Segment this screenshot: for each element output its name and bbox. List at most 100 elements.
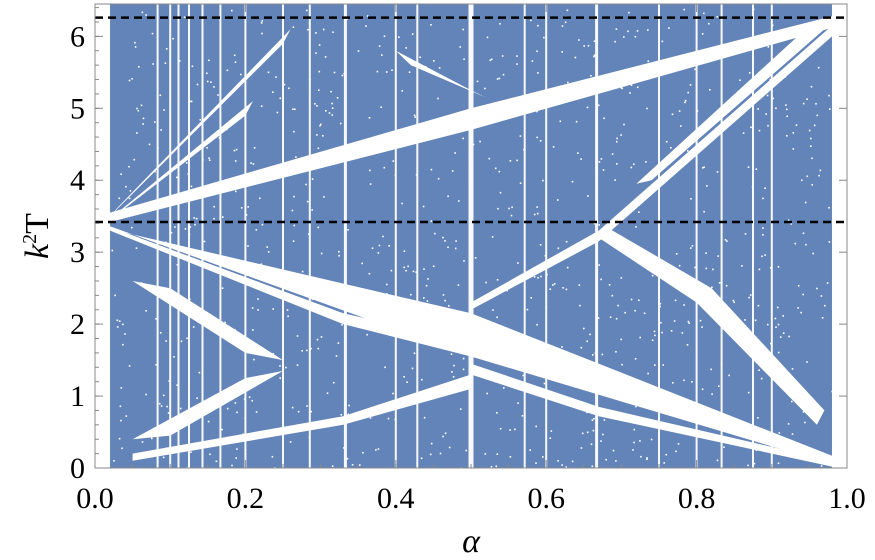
spectrum-dot bbox=[128, 197, 131, 200]
spectrum-dot bbox=[788, 335, 790, 338]
spectrum-dot bbox=[683, 8, 685, 11]
alpha-stripe-7 bbox=[282, 4, 284, 468]
spectrum-dot bbox=[458, 349, 460, 352]
spectrum-dot bbox=[392, 392, 394, 395]
spectrum-dot bbox=[279, 377, 281, 379]
spectrum-dot bbox=[318, 44, 321, 46]
spectrum-dot bbox=[496, 453, 499, 455]
spectrum-dot bbox=[503, 387, 505, 389]
spectrum-dot bbox=[470, 139, 473, 141]
spectrum-dot bbox=[716, 415, 719, 417]
spectrum-dot bbox=[624, 311, 626, 314]
spectrum-dot bbox=[511, 206, 513, 209]
spectrum-dot bbox=[792, 132, 795, 134]
spectrum-dot bbox=[138, 66, 140, 68]
spectrum-dot bbox=[135, 247, 138, 249]
spectrum-dot bbox=[158, 402, 161, 405]
spectrum-dot bbox=[401, 90, 403, 92]
gap-diag-d bbox=[471, 363, 832, 467]
spectrum-dot bbox=[543, 36, 545, 39]
alpha-stripe-4 bbox=[201, 4, 204, 468]
spectrum-dot bbox=[351, 464, 354, 466]
spectrum-dot bbox=[136, 107, 138, 110]
spectrum-dot bbox=[405, 47, 407, 49]
spectrum-dot bbox=[333, 71, 336, 74]
spectrum-dot bbox=[405, 269, 407, 272]
spectrum-dot bbox=[462, 368, 465, 371]
spectrum-dot bbox=[236, 448, 238, 450]
spectrum-dot bbox=[616, 140, 618, 143]
spectrum-dot bbox=[543, 348, 545, 351]
spectrum-dot bbox=[292, 108, 294, 110]
spectrum-dot bbox=[134, 41, 136, 44]
spectrum-dot bbox=[542, 179, 544, 182]
spectrum-dot bbox=[429, 453, 432, 456]
spectrum-dot bbox=[261, 20, 263, 22]
spectrum-dot bbox=[586, 431, 589, 434]
spectrum-dot bbox=[718, 282, 721, 284]
x-tick-label: 0.2 bbox=[227, 482, 265, 515]
spectrum-dot bbox=[433, 60, 435, 62]
spectrum-dot bbox=[245, 214, 248, 216]
spectrum-dot bbox=[128, 79, 131, 82]
spectrum-dot bbox=[791, 400, 793, 403]
spectrum-dot bbox=[514, 428, 516, 431]
spectrum-dot bbox=[213, 205, 215, 208]
alpha-stripe-3 bbox=[188, 4, 190, 468]
spectrum-dot bbox=[357, 289, 360, 291]
spectrum-dot bbox=[776, 359, 779, 362]
spectrum-dot bbox=[415, 174, 418, 176]
spectrum-dot bbox=[412, 270, 415, 273]
spectrum-dot bbox=[789, 395, 791, 397]
spectrum-dot bbox=[320, 336, 323, 338]
spectrum-dot bbox=[602, 433, 604, 436]
spectrum-dot bbox=[777, 351, 780, 354]
spectrum-dot bbox=[810, 85, 813, 88]
spectrum-dot bbox=[472, 143, 475, 146]
spectrum-dot bbox=[810, 145, 812, 147]
spectrum-dot bbox=[458, 200, 460, 202]
spectrum-dot bbox=[761, 255, 763, 258]
spectrum-dot bbox=[552, 284, 554, 286]
spectrum-dot bbox=[413, 114, 416, 117]
spectrum-dot bbox=[691, 245, 694, 247]
spectrum-dot bbox=[295, 156, 297, 158]
spectrum-dot bbox=[411, 367, 414, 370]
spectrum-dot bbox=[549, 437, 552, 439]
spectrum-dot bbox=[151, 32, 154, 35]
spectrum-dot bbox=[178, 60, 181, 62]
spectrum-dot bbox=[486, 392, 488, 395]
spectrum-dot bbox=[324, 56, 327, 58]
spectrum-dot bbox=[196, 397, 198, 399]
spectrum-dot bbox=[459, 408, 462, 410]
spectrum-dot bbox=[633, 163, 635, 166]
spectrum-dot bbox=[203, 240, 206, 243]
spectrum-dot bbox=[705, 267, 708, 270]
spectrum-dot bbox=[423, 297, 425, 299]
spectrum-dot bbox=[316, 134, 318, 136]
spectrum-dot bbox=[586, 106, 589, 109]
spectrum-dot bbox=[792, 386, 794, 388]
spectrum-dot bbox=[341, 324, 343, 326]
spectrum-dot bbox=[426, 300, 429, 302]
spectrum-dot bbox=[145, 310, 147, 312]
spectrum-dot bbox=[424, 65, 427, 68]
spectrum-dot bbox=[782, 332, 785, 334]
spectrum-dot bbox=[600, 278, 602, 281]
spectrum-dot bbox=[345, 466, 347, 468]
spectrum-dot bbox=[711, 286, 713, 289]
spectrum-dot bbox=[368, 117, 371, 119]
spectrum-dot bbox=[615, 416, 618, 419]
spectrum-dot bbox=[438, 67, 441, 69]
spectrum-dot bbox=[257, 298, 259, 300]
spectrum-dot bbox=[583, 45, 585, 47]
spectrum-dot bbox=[453, 364, 455, 367]
spectrum-dot bbox=[660, 321, 662, 324]
spectrum-dot bbox=[630, 298, 633, 301]
spectrum-dot bbox=[163, 109, 165, 111]
spectrum-dot bbox=[603, 117, 605, 120]
spectrum-dot bbox=[116, 211, 118, 214]
spectrum-dot bbox=[647, 372, 649, 375]
spectrum-dot bbox=[437, 97, 439, 100]
spectrum-dot bbox=[316, 338, 319, 341]
